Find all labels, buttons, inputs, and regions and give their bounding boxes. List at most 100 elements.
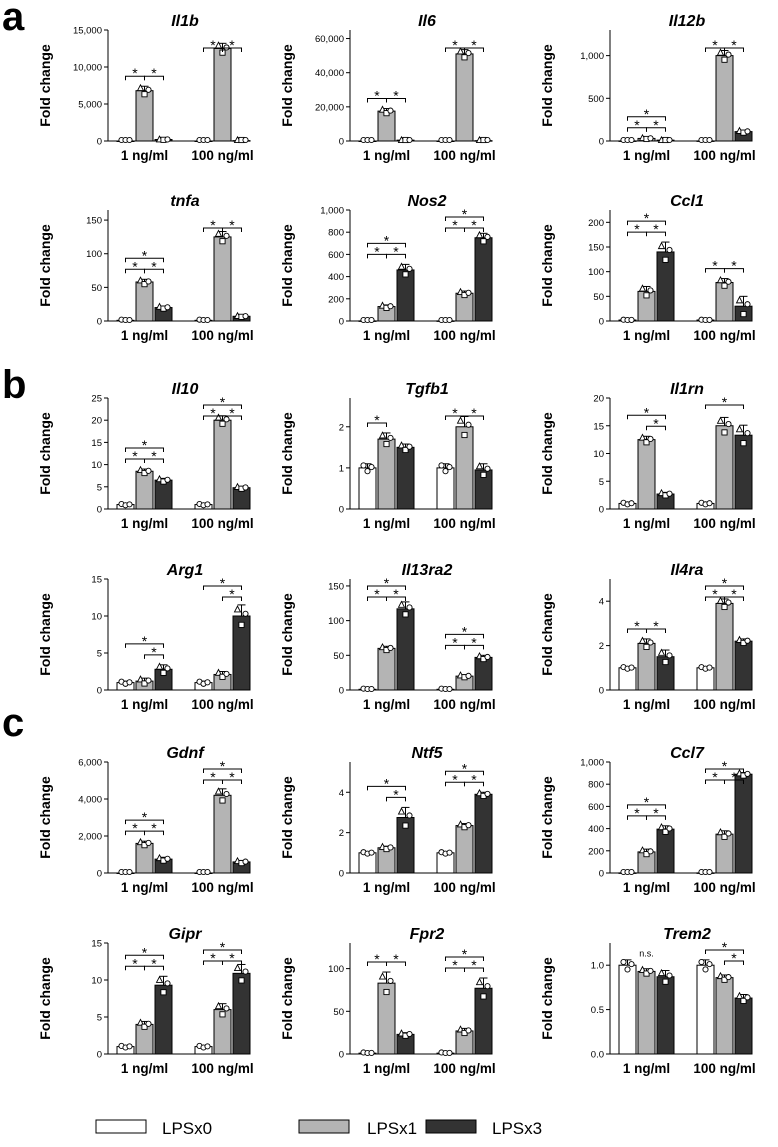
y-tick-label: 4,000 [78, 795, 102, 806]
significance-star: * [731, 950, 737, 966]
data-point [638, 284, 647, 292]
significance-star: * [712, 769, 718, 785]
chart-il13ra2: Il13ra2 Fold change 0 50 100 150 1 ng/ml 100 ng… [279, 562, 496, 712]
data-point [475, 977, 484, 986]
significance-star: * [142, 944, 148, 960]
y-tick-label: 5 [97, 482, 102, 493]
data-point [406, 265, 413, 272]
y-tick-label: 200 [588, 846, 604, 857]
data-point [647, 435, 654, 443]
y-tick-label: 200 [328, 294, 344, 305]
data-point [126, 868, 133, 876]
significance-star: * [644, 210, 650, 226]
significance-bracket [386, 961, 406, 967]
legend-label-lpsx3: LPSx3 [492, 1119, 542, 1138]
significance-bracket [367, 422, 387, 427]
data-point [136, 83, 145, 92]
bar [213, 419, 232, 510]
y-tick-label: 400 [588, 824, 604, 835]
data-point [456, 47, 465, 55]
data-point [628, 961, 635, 968]
y-tick-label: 0 [339, 1050, 344, 1061]
y-axis-label: Fold change [539, 593, 555, 676]
bar [232, 972, 251, 1055]
data-point [461, 54, 468, 61]
bar [618, 964, 637, 1055]
data-point [397, 600, 406, 608]
significance-star: * [462, 206, 468, 222]
y-tick-label: 2 [599, 641, 604, 652]
significance-star: * [132, 820, 138, 836]
significance-bracket [724, 960, 744, 965]
y-tick-label: 0 [97, 869, 102, 880]
data-point [164, 980, 171, 987]
data-point [480, 238, 487, 245]
x-category-label: 1 ng/ml [623, 148, 670, 163]
data-point [204, 679, 211, 686]
y-tick-label: 800 [588, 780, 604, 791]
y-tick-label: 50 [333, 651, 344, 662]
data-point [223, 44, 230, 51]
significance-bracket [464, 644, 484, 650]
data-point [647, 848, 654, 855]
chart-ccl1: Ccl1 Fold change 0 50 100 150 200 1 ng/ml 100 ng… [539, 193, 756, 343]
significance-star: * [393, 88, 399, 104]
significance-bracket [386, 596, 406, 601]
significance-star: * [471, 771, 477, 787]
data-point [406, 1030, 413, 1038]
data-point [706, 500, 713, 507]
significance-bracket [445, 216, 484, 221]
bar [637, 970, 656, 1055]
chart-title: Il6 [418, 13, 436, 30]
data-point [141, 1023, 148, 1030]
significance-star: * [210, 769, 216, 785]
x-category-label: 100 ng/ml [191, 148, 253, 163]
significance-bracket [445, 633, 484, 639]
panel-label-c: c [2, 701, 24, 745]
significance-bracket [367, 785, 406, 791]
data-point [465, 50, 472, 57]
data-point [475, 462, 484, 470]
data-point [628, 316, 635, 323]
data-point [141, 91, 148, 98]
data-point [475, 230, 484, 239]
chart-ccl7: Ccl7 Fold change 0 200 400 600 800 1,000 1 ng/ml… [539, 745, 756, 895]
significance-star: * [722, 394, 728, 410]
data-point [716, 275, 725, 284]
significance-bracket [646, 127, 666, 132]
data-point [465, 672, 472, 679]
significance-star: * [229, 769, 235, 785]
data-point [242, 484, 249, 491]
data-point [387, 107, 394, 114]
significance-star: * [151, 955, 157, 971]
y-tick-label: 15,000 [73, 26, 102, 37]
data-point [397, 262, 406, 270]
y-tick-label: 25 [91, 394, 102, 405]
chart-title: Il1rn [670, 381, 704, 398]
bar [474, 237, 493, 322]
significance-star: * [644, 794, 650, 810]
data-point [666, 246, 673, 254]
x-category-label: 1 ng/ml [121, 1061, 168, 1076]
significance-star: * [462, 760, 468, 776]
bar [213, 48, 232, 142]
data-point [666, 825, 673, 832]
data-point [214, 413, 223, 421]
significance-star: * [471, 37, 477, 53]
data-point [219, 238, 226, 245]
chart-title: Ccl7 [670, 745, 705, 762]
data-point [446, 464, 453, 471]
data-point [744, 128, 751, 135]
data-point [164, 665, 171, 672]
data-point [223, 1005, 230, 1012]
y-tick-label: 100 [86, 249, 102, 260]
data-point [647, 135, 654, 142]
x-category-label: 1 ng/ml [363, 1061, 410, 1076]
data-point [204, 1043, 211, 1050]
x-category-label: 1 ng/ml [121, 148, 168, 163]
data-point [446, 136, 453, 144]
y-tick-label: 100 [328, 964, 344, 975]
data-point [465, 822, 472, 829]
data-point [698, 958, 705, 966]
